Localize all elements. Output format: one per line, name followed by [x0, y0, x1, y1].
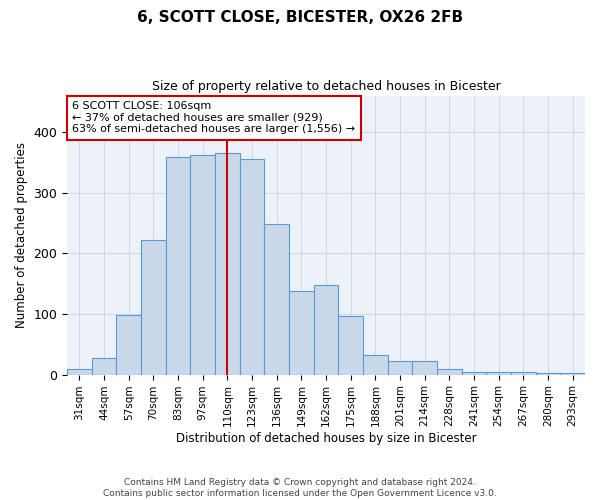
Bar	[462, 372, 487, 374]
Y-axis label: Number of detached properties: Number of detached properties	[15, 142, 28, 328]
Bar	[141, 240, 166, 374]
Bar	[388, 362, 412, 374]
Bar	[338, 316, 363, 374]
Text: Contains HM Land Registry data © Crown copyright and database right 2024.
Contai: Contains HM Land Registry data © Crown c…	[103, 478, 497, 498]
Text: 6, SCOTT CLOSE, BICESTER, OX26 2FB: 6, SCOTT CLOSE, BICESTER, OX26 2FB	[137, 10, 463, 25]
Text: 6 SCOTT CLOSE: 106sqm
← 37% of detached houses are smaller (929)
63% of semi-det: 6 SCOTT CLOSE: 106sqm ← 37% of detached …	[73, 101, 355, 134]
Bar	[289, 291, 314, 374]
Bar	[92, 358, 116, 374]
Bar	[240, 159, 265, 374]
Bar	[166, 158, 190, 374]
Bar	[190, 155, 215, 374]
Bar	[116, 315, 141, 374]
Bar	[314, 285, 338, 374]
Bar	[265, 224, 289, 374]
Bar	[412, 362, 437, 374]
Bar	[487, 372, 511, 374]
Bar	[511, 372, 536, 374]
Title: Size of property relative to detached houses in Bicester: Size of property relative to detached ho…	[152, 80, 500, 93]
Bar	[215, 153, 240, 374]
Bar	[363, 355, 388, 374]
Bar	[437, 368, 462, 374]
Bar	[67, 368, 92, 374]
X-axis label: Distribution of detached houses by size in Bicester: Distribution of detached houses by size …	[176, 432, 476, 445]
